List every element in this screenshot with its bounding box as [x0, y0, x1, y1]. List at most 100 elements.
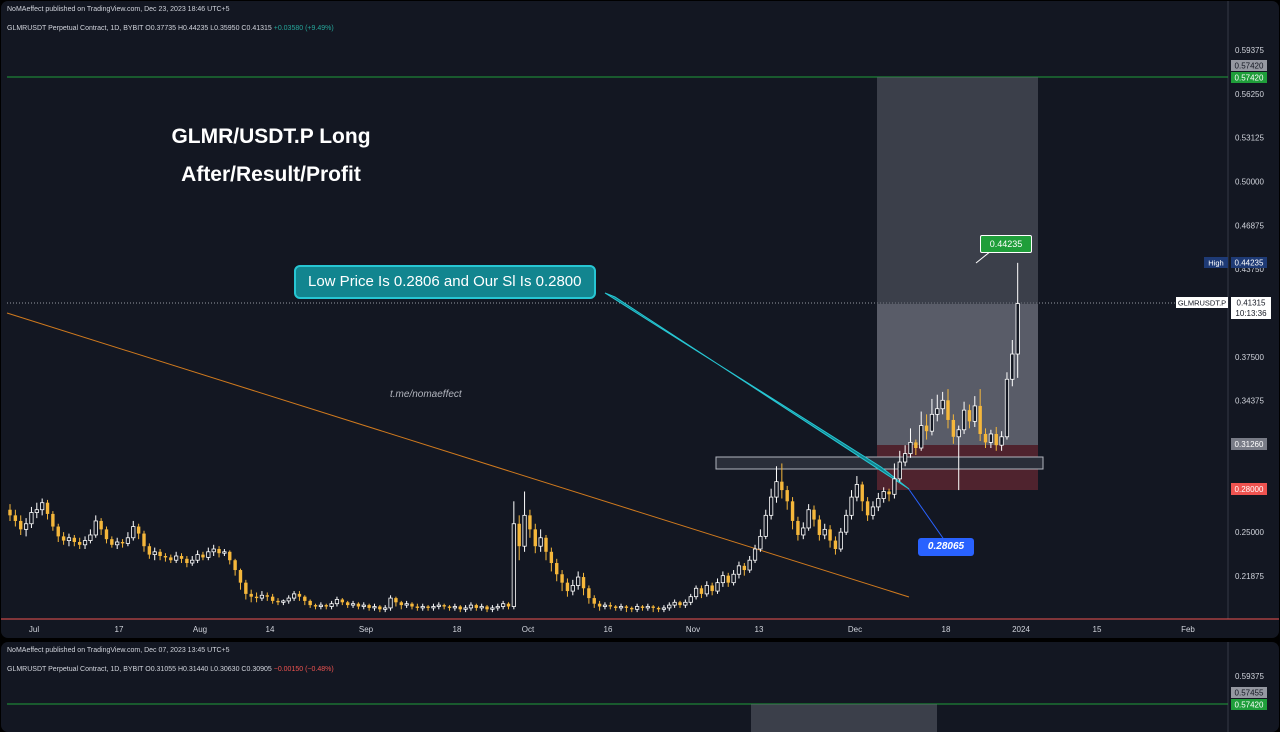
candle [442, 603, 446, 610]
candle [334, 596, 340, 607]
candle [544, 534, 548, 561]
candle [914, 439, 918, 456]
candle [195, 550, 200, 564]
candle [228, 550, 232, 565]
candle [93, 515, 98, 538]
candle [865, 497, 870, 521]
candle [849, 490, 854, 520]
candle [388, 595, 393, 611]
candle [597, 600, 602, 611]
candles-group [8, 262, 1020, 613]
x-tick-label: Dec [848, 625, 862, 634]
candle [8, 504, 12, 521]
candle [474, 603, 479, 611]
candle [961, 401, 967, 434]
candle [29, 506, 34, 528]
candle [602, 602, 608, 610]
badge-target-gray: 0.57420 [1231, 60, 1267, 71]
svg-text:High: High [1208, 259, 1223, 268]
candle [967, 404, 972, 429]
candle [978, 389, 982, 441]
low-annotation-line [907, 487, 946, 542]
candle [715, 578, 720, 594]
candle [522, 491, 527, 552]
candle [780, 463, 784, 499]
candle [528, 509, 532, 538]
badge-target-green: 0.57420 [1231, 72, 1267, 83]
candle [565, 578, 570, 597]
publish-header: NoMAeffect published on TradingView.com,… [7, 6, 230, 13]
candle [870, 501, 876, 520]
profit-zone-2 [751, 704, 937, 732]
candle [769, 488, 774, 520]
ohlc-high-2: H0.31440 [177, 666, 209, 673]
candle [892, 463, 897, 499]
candle [190, 556, 195, 566]
candle [683, 599, 688, 608]
candle [281, 599, 286, 606]
candle [630, 606, 634, 613]
x-tick-label: 16 [604, 625, 613, 634]
profit-zone-upper [877, 77, 1038, 304]
y-tick-label: 0.21875 [1235, 572, 1264, 581]
low-price-callout: Low Price Is 0.2806 and Our Sl Is 0.2800 [294, 265, 596, 299]
x-tick-label: 15 [1093, 625, 1102, 634]
candle [238, 568, 243, 590]
candle [495, 603, 500, 611]
candle [378, 605, 382, 613]
candle [903, 445, 908, 467]
badge-high: High 0.44235 [1204, 257, 1267, 268]
candle [994, 426, 998, 451]
svg-text:0.44235: 0.44235 [1235, 259, 1264, 268]
candle [297, 591, 302, 601]
svg-text:0.57420: 0.57420 [1235, 74, 1264, 83]
candle [640, 605, 645, 611]
candle [860, 481, 864, 512]
candle [40, 498, 45, 516]
candle [1004, 372, 1010, 440]
badge-entry: 0.31260 [1231, 438, 1267, 450]
candle [908, 428, 913, 458]
candle [452, 603, 457, 611]
price-chart[interactable]: 0.59375 0.56250 0.53125 0.50000 0.46875 0.437… [1, 1, 1279, 638]
svg-text:0.57420: 0.57420 [1235, 701, 1264, 710]
candle [233, 558, 237, 576]
candle [618, 603, 624, 611]
candle [608, 602, 613, 610]
y-tick-label: 0.34375 [1235, 397, 1264, 406]
candle [479, 603, 484, 611]
candle [51, 511, 55, 531]
candle [82, 536, 88, 549]
candle [485, 605, 489, 613]
candle [431, 603, 436, 611]
candle [838, 527, 843, 552]
x-tick-label: Oct [522, 625, 535, 634]
candle [935, 394, 940, 422]
candle [833, 536, 838, 555]
candle [142, 530, 146, 552]
candle [1010, 340, 1015, 387]
candle [747, 556, 752, 573]
candle [587, 585, 591, 604]
candle [592, 595, 596, 608]
candle [136, 523, 141, 540]
candle [34, 502, 39, 519]
x-tick-label: 14 [266, 625, 275, 634]
candle [179, 553, 184, 564]
candle [249, 589, 253, 603]
chart-title-line2: After/Result/Profit [181, 163, 361, 186]
candle [822, 523, 827, 540]
candle [72, 534, 77, 547]
descending-trendline [6, 312, 910, 598]
candle [303, 595, 307, 606]
candle [13, 509, 18, 527]
svg-text:0.31260: 0.31260 [1235, 440, 1264, 449]
svg-text:0.57455: 0.57455 [1235, 689, 1264, 698]
candle [511, 501, 516, 610]
candle [624, 605, 629, 613]
candle [308, 599, 312, 608]
candle [120, 539, 125, 548]
candle [324, 603, 328, 610]
candle [752, 544, 758, 564]
x-tick-label: 17 [115, 625, 124, 634]
